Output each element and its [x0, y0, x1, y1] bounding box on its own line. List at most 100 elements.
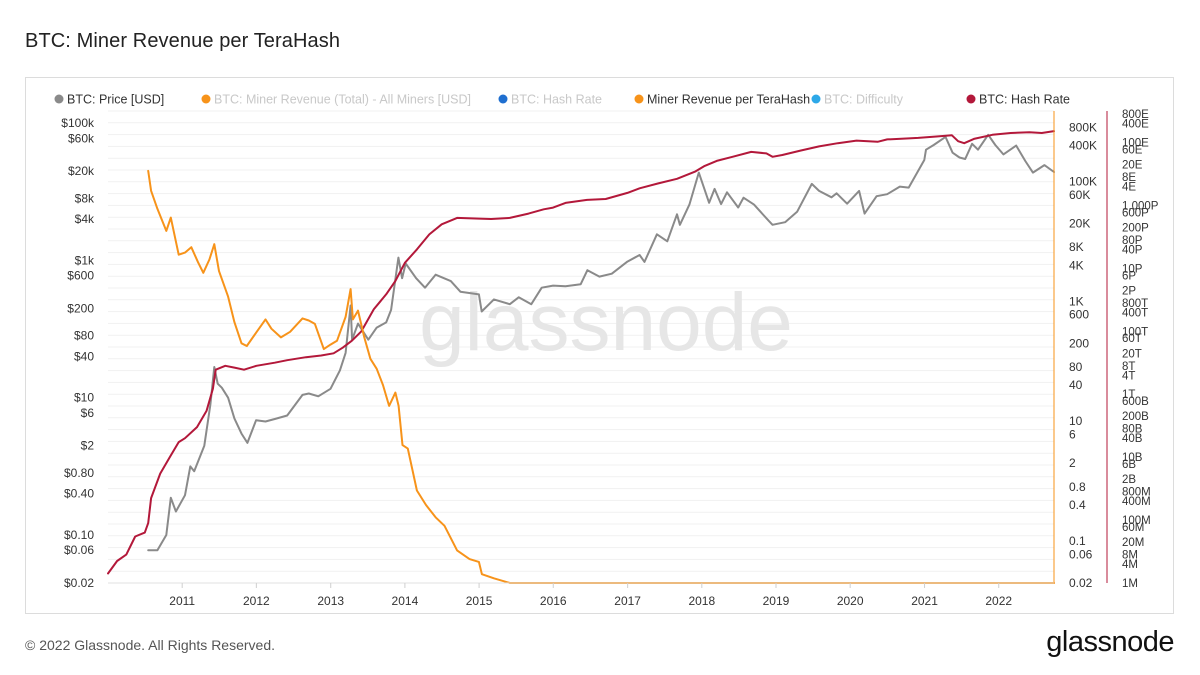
legend-label: BTC: Miner Revenue (Total) - All Miners … [214, 93, 471, 107]
legend-item[interactable]: Miner Revenue per TeraHash [634, 93, 811, 107]
revenue-axis-tick: 60K [1069, 188, 1090, 202]
hashrate-axis-tick: 2B [1122, 474, 1136, 486]
revenue-axis-tick: 0.4 [1069, 498, 1086, 512]
hashrate-axis-tick: 60T [1122, 333, 1142, 345]
hashrate-axis-tick: 400M [1122, 496, 1151, 508]
hashrate-axis-tick: 10P [1122, 263, 1143, 275]
price-axis-tick: $0.06 [64, 543, 94, 557]
x-axis-tick: 2017 [614, 594, 641, 608]
hashrate-axis-tick: 60E [1122, 144, 1143, 156]
price-axis-tick: $10 [74, 391, 94, 405]
price-axis-tick: $0.40 [64, 487, 94, 501]
price-axis-tick: $200 [67, 301, 94, 315]
revenue-axis-tick: 200 [1069, 336, 1089, 350]
price-axis-tick: $0.80 [64, 466, 94, 480]
price-axis-tick: $600 [67, 269, 94, 283]
legend-label: BTC: Price [USD] [67, 93, 164, 107]
hashrate-axis-tick: 200B [1122, 411, 1149, 423]
chart-panel: BTC: Price [USD] BTC: Miner Revenue (Tota… [25, 77, 1174, 614]
series-line-miner-revenue-per-terahash [147, 169, 1055, 584]
x-axis-tick: 2014 [392, 594, 419, 608]
hashrate-axis-tick: 600B [1122, 396, 1149, 408]
x-axis-tick: 2020 [837, 594, 864, 608]
hashrate-axis-tick: 40B [1122, 433, 1143, 445]
revenue-axis-tick: 600 [1069, 308, 1089, 322]
chart-axes: $100k$60k$20k$8k$4k$1k$600$200$80$40$10$… [61, 109, 1158, 608]
hashrate-axis-tick: 4T [1122, 370, 1135, 382]
price-axis-tick: $0.10 [64, 528, 94, 542]
hashrate-axis-tick: 8M [1122, 550, 1138, 562]
chart-canvas: BTC: Price [USD] BTC: Miner Revenue (Tota… [54, 93, 1159, 608]
legend-item[interactable]: BTC: Miner Revenue (Total) - All Miners … [201, 93, 472, 107]
hashrate-axis-tick: 6P [1122, 270, 1136, 282]
revenue-axis-tick: 0.8 [1069, 480, 1086, 494]
footer-copyright: © 2022 Glassnode. All Rights Reserved. [25, 637, 276, 653]
page-title: BTC: Miner Revenue per TeraHash [25, 30, 341, 52]
revenue-axis-tick: 40 [1069, 378, 1083, 392]
legend-item[interactable]: BTC: Difficulty [811, 93, 904, 107]
price-axis-tick: $1k [75, 253, 95, 267]
price-axis-tick: $2 [81, 439, 95, 453]
legend-marker [498, 94, 508, 104]
revenue-axis-tick: 20K [1069, 216, 1090, 230]
legend-marker [811, 94, 821, 104]
x-axis-tick: 2019 [763, 594, 790, 608]
series-line-btc-price-usd- [147, 133, 1055, 552]
revenue-axis-tick: 6 [1069, 428, 1076, 442]
hashrate-axis-tick: 800E [1122, 109, 1149, 121]
price-axis-tick: $0.02 [64, 576, 94, 590]
legend-label: BTC: Hash Rate [979, 93, 1070, 107]
price-axis-tick: $100k [61, 116, 95, 130]
hashrate-axis-tick: 1T [1122, 389, 1135, 401]
hashrate-axis-tick: 20E [1122, 159, 1143, 171]
chart-watermark: glassnode [419, 277, 793, 368]
legend-label: BTC: Difficulty [824, 93, 904, 107]
x-axis-tick: 2022 [985, 594, 1012, 608]
legend-item[interactable]: BTC: Hash Rate [498, 93, 603, 107]
x-axis-tick: 2012 [243, 594, 270, 608]
hashrate-axis-tick: 8E [1122, 172, 1136, 184]
hashrate-axis-tick: 80B [1122, 424, 1143, 436]
footer-logo[interactable]: glassnode [1046, 626, 1174, 658]
legend-marker [634, 94, 644, 104]
hashrate-axis-tick: 1M [1122, 578, 1138, 590]
x-axis-tick: 2015 [466, 594, 493, 608]
x-axis-tick: 2013 [317, 594, 344, 608]
legend-label: Miner Revenue per TeraHash [647, 93, 810, 107]
x-axis-tick: 2011 [169, 594, 195, 608]
hashrate-axis-tick: 400T [1122, 307, 1148, 319]
revenue-axis-tick: 10 [1069, 414, 1083, 428]
chart-gridlines [108, 110, 1054, 584]
hashrate-axis-tick: 100E [1122, 137, 1149, 149]
hashrate-axis-tick: 20M [1122, 537, 1144, 549]
price-axis-tick: $40 [74, 349, 94, 363]
legend-marker [54, 94, 64, 104]
hashrate-axis-tick: 8T [1122, 361, 1135, 373]
revenue-axis-tick: 2 [1069, 456, 1076, 470]
hashrate-axis-tick: 2P [1122, 285, 1136, 297]
revenue-axis-tick: 800K [1069, 120, 1097, 134]
x-axis-tick: 2021 [911, 594, 938, 608]
hashrate-axis-tick: 6B [1122, 459, 1136, 471]
revenue-axis-tick: 8K [1069, 240, 1084, 254]
hashrate-axis-tick: 800T [1122, 298, 1148, 310]
price-axis-tick: $80 [74, 329, 94, 343]
revenue-axis-tick: 400K [1069, 138, 1097, 152]
price-axis-tick: $60k [68, 131, 95, 145]
price-axis-tick: $8k [75, 191, 95, 205]
hashrate-axis-tick: 20T [1122, 348, 1142, 360]
hashrate-axis-tick: 1,000P [1122, 200, 1159, 212]
price-axis-tick: $4k [75, 212, 95, 226]
legend-marker [966, 94, 976, 104]
hashrate-axis-tick: 100M [1122, 515, 1151, 527]
x-axis-tick: 2016 [540, 594, 567, 608]
legend-item[interactable]: BTC: Hash Rate [966, 93, 1071, 107]
series-line-btc-hash-rate [107, 130, 1055, 575]
legend-item[interactable]: BTC: Price [USD] [54, 93, 165, 107]
hashrate-axis-tick: 4E [1122, 181, 1136, 193]
revenue-axis-tick: 4K [1069, 258, 1084, 272]
chart-legend: BTC: Price [USD] BTC: Miner Revenue (Tota… [54, 93, 1071, 107]
hashrate-axis-tick: 60M [1122, 522, 1144, 534]
hashrate-axis-tick: 80P [1122, 235, 1143, 247]
revenue-axis-tick: 100K [1069, 174, 1097, 188]
